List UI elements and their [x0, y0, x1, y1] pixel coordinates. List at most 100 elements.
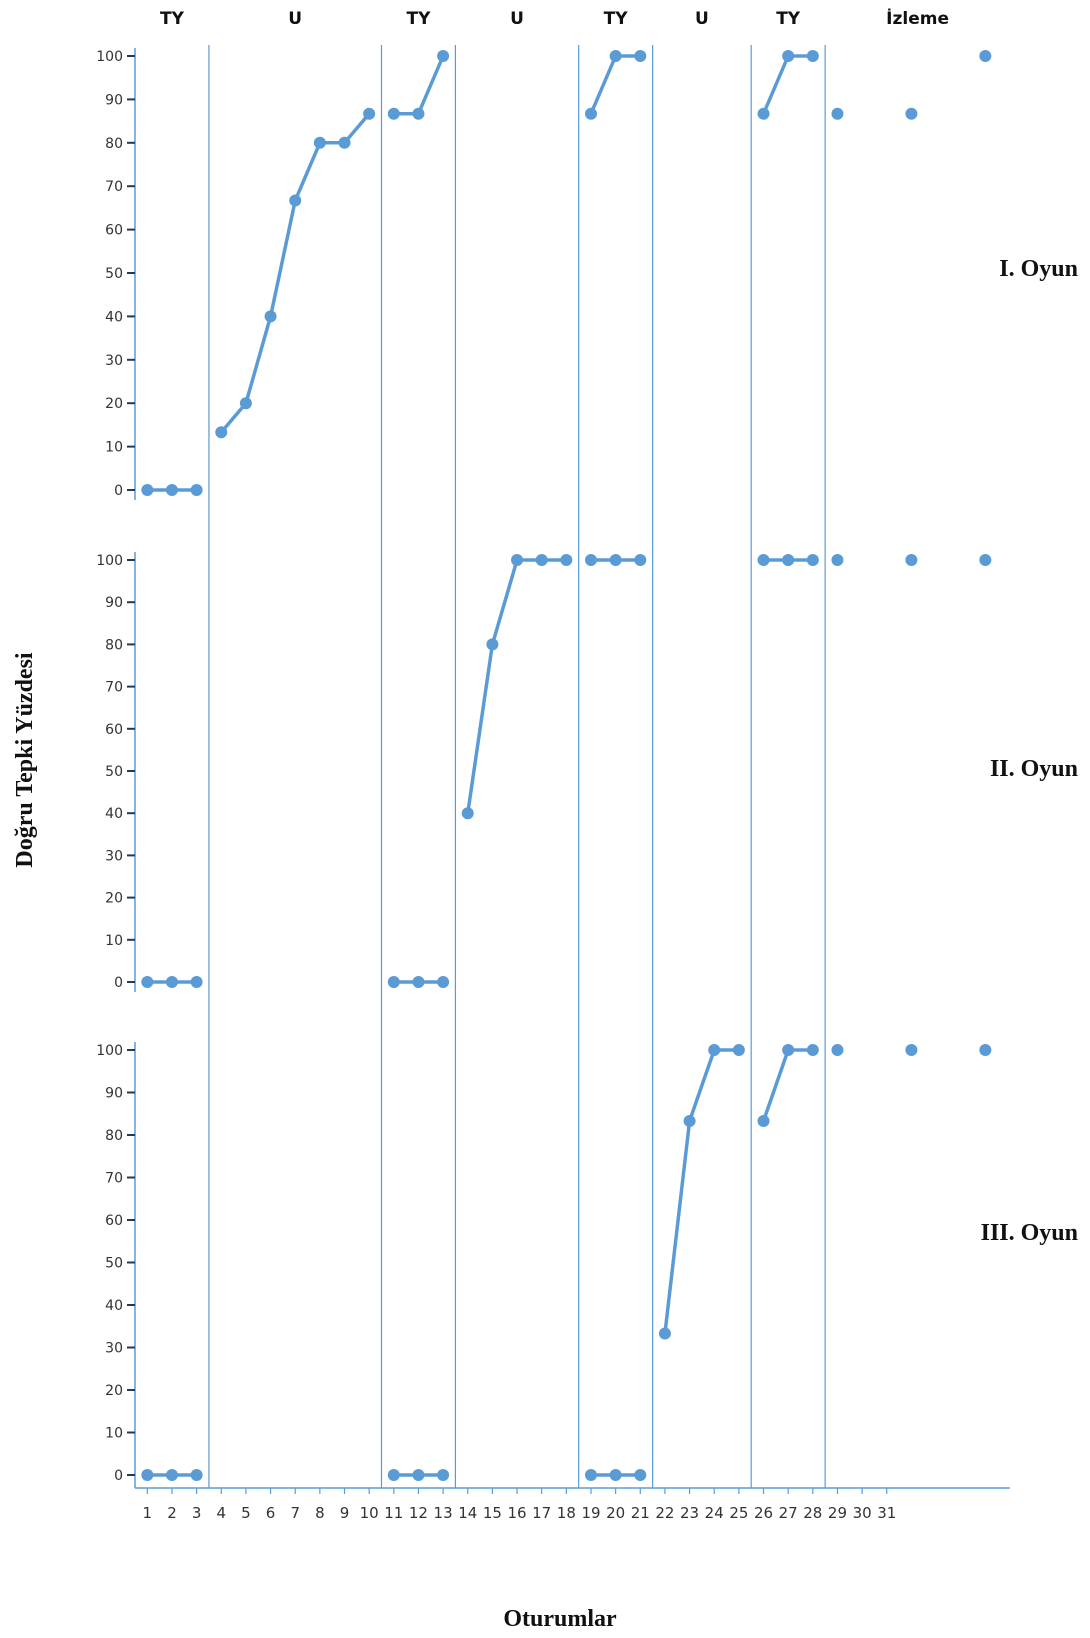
data-point: [289, 194, 302, 207]
x-tick-label: 16: [507, 1504, 526, 1522]
y-tick-label: 100: [96, 1043, 123, 1059]
y-tick-label: 80: [105, 637, 123, 653]
x-tick-label: 17: [532, 1504, 551, 1522]
data-point: [782, 554, 795, 566]
y-tick-label: 90: [105, 595, 123, 611]
x-tick-label: 27: [779, 1504, 798, 1522]
phase-label: U: [288, 9, 302, 29]
y-tick-label: 0: [114, 975, 123, 991]
y-tick-label: 10: [105, 933, 123, 949]
data-point: [165, 484, 178, 496]
y-tick-label: 30: [105, 848, 123, 864]
x-tick-label: 19: [581, 1504, 600, 1522]
data-point: [165, 1469, 178, 1481]
panel-label: III. Oyun: [981, 1220, 1078, 1246]
x-tick-label: 3: [192, 1504, 202, 1522]
x-tick-label: 2: [167, 1504, 177, 1522]
series-line-segment: [663, 1048, 741, 1336]
x-axis-label: Oturumlar: [503, 1606, 617, 1632]
phase-label: TY: [604, 9, 629, 29]
data-point: [313, 136, 326, 149]
data-point: [387, 976, 400, 988]
x-tick-label: 20: [606, 1504, 625, 1522]
y-tick-label: 90: [105, 1086, 123, 1102]
y-tick-label: 40: [105, 1298, 123, 1314]
panel-label: II. Oyun: [990, 756, 1078, 782]
y-tick-label: 60: [105, 223, 123, 239]
phase-label: TY: [160, 9, 185, 29]
y-tick-label: 20: [105, 891, 123, 907]
data-point: [165, 976, 178, 988]
data-point: [831, 554, 844, 566]
data-point: [412, 976, 425, 988]
y-tick-label: 80: [105, 136, 123, 152]
y-tick-label: 90: [105, 92, 123, 108]
data-point: [806, 50, 819, 62]
x-tick-label: 4: [216, 1504, 226, 1522]
data-point: [215, 426, 228, 439]
y-tick-label: 70: [105, 680, 123, 696]
data-point: [560, 554, 573, 566]
data-point: [831, 107, 844, 120]
x-tick-label: 11: [384, 1504, 403, 1522]
data-point: [437, 50, 450, 62]
data-point: [363, 107, 376, 120]
data-point: [511, 554, 524, 566]
y-tick-label: 80: [105, 1128, 123, 1144]
data-point: [979, 554, 992, 566]
panel-1: 0 10 20 30 40 50 60 70 80 90 100 I. Oyun: [96, 48, 1078, 500]
data-point: [535, 554, 548, 566]
data-point: [806, 554, 819, 566]
data-point: [634, 554, 647, 566]
panel-2: 0 10 20 30 40 50 60 70 80 90 100 II. Oyun: [96, 552, 1078, 992]
data-point: [782, 1044, 795, 1056]
x-tick-label: 10: [360, 1504, 379, 1522]
data-point: [239, 397, 252, 410]
data-point: [609, 554, 622, 566]
y-tick-label: 10: [105, 1426, 123, 1442]
y-tick-label: 70: [105, 179, 123, 195]
phase-label: TY: [406, 9, 431, 29]
data-point: [412, 1469, 425, 1481]
phase-labels: TY U TY U TY U TY İzleme: [160, 7, 949, 29]
x-tick-label: 18: [557, 1504, 576, 1522]
data-point: [683, 1114, 696, 1127]
x-tick-label: 26: [754, 1504, 773, 1522]
data-point: [190, 976, 203, 988]
data-point: [634, 1469, 647, 1481]
x-tick-label: 6: [266, 1504, 276, 1522]
data-point: [905, 1044, 918, 1056]
data-point: [757, 107, 770, 120]
data-point: [141, 976, 154, 988]
y-tick-label: 70: [105, 1171, 123, 1187]
data-point: [658, 1327, 671, 1340]
data-point: [979, 50, 992, 62]
data-point: [190, 1469, 203, 1481]
series-line-segment: [465, 558, 569, 815]
data-point: [905, 107, 918, 120]
x-tick-label: 30: [853, 1504, 872, 1522]
series-line-segment: [761, 1048, 815, 1123]
x-tick-label: 21: [631, 1504, 650, 1522]
y-tick-label: 100: [96, 553, 123, 569]
y-tick-label: 60: [105, 1213, 123, 1229]
x-tick-label: 1: [143, 1504, 153, 1522]
data-point: [141, 484, 154, 496]
data-point: [584, 107, 597, 120]
y-tick-label: 60: [105, 722, 123, 738]
phase-label: İzleme: [886, 7, 949, 29]
series-line-segment: [589, 54, 643, 116]
data-point: [782, 50, 795, 62]
y-tick-label: 30: [105, 1341, 123, 1357]
data-point: [190, 484, 203, 496]
y-tick-label: 50: [105, 764, 123, 780]
y-tick-label: 30: [105, 353, 123, 369]
data-point: [584, 1469, 597, 1481]
x-tick-label: 29: [828, 1504, 847, 1522]
data-point: [412, 107, 425, 120]
data-point: [979, 1044, 992, 1056]
x-tick-label: 25: [729, 1504, 748, 1522]
phase-label: U: [510, 9, 524, 29]
